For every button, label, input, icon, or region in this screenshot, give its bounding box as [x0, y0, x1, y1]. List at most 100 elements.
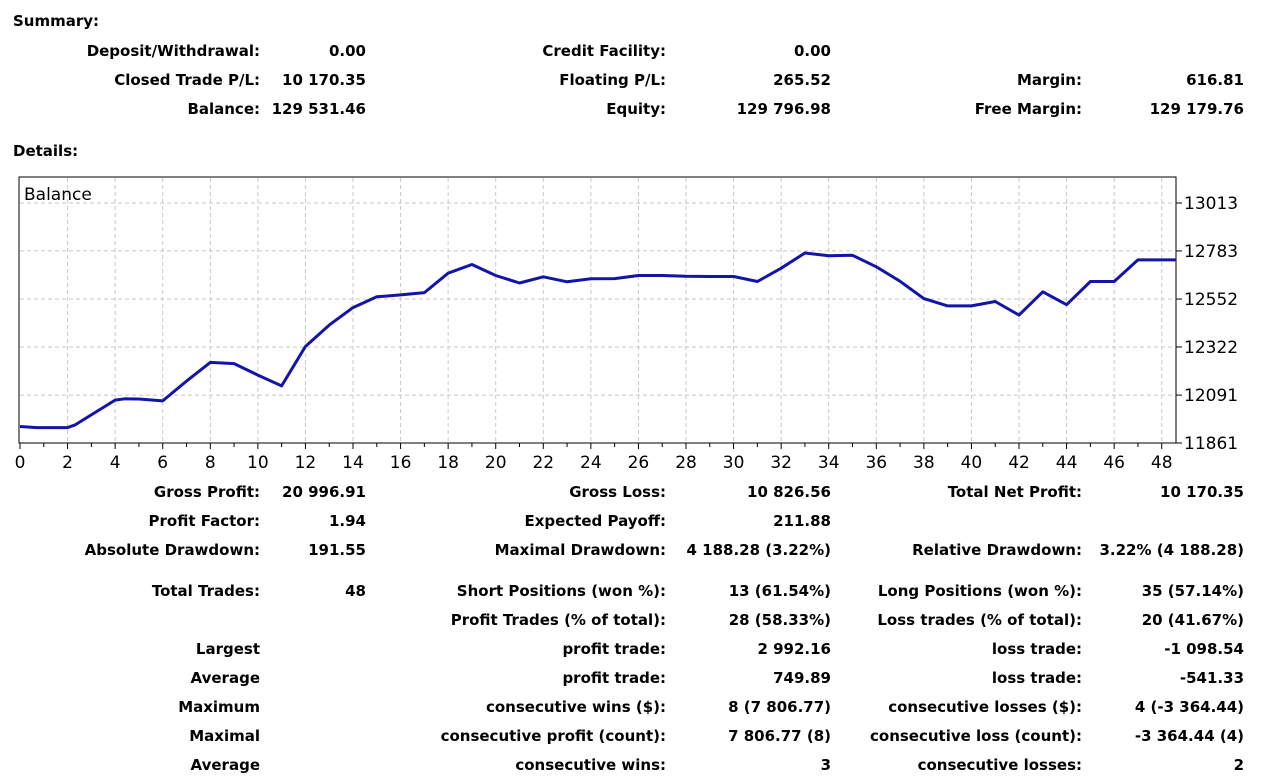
x-tick-label: 38: [913, 453, 935, 473]
average-consecutive-wins-label: consecutive wins:: [515, 756, 666, 774]
x-tick-label: 40: [961, 453, 983, 473]
largest-profit-trade-value: 2 992.16: [757, 640, 831, 658]
y-tick-label: 12091: [1184, 386, 1238, 406]
gross-loss-value: 10 826.56: [747, 483, 831, 501]
max-consecutive-losses-value: 4 (-3 364.44): [1135, 698, 1244, 716]
floating-pl-label: Floating P/L:: [559, 71, 666, 89]
balance-value: 129 531.46: [272, 100, 366, 118]
long-positions-value: 35 (57.14%): [1142, 582, 1244, 600]
largest-label: Largest: [196, 640, 260, 658]
floating-pl-value: 265.52: [773, 71, 831, 89]
maximal-label: Maximal: [189, 727, 260, 745]
x-tick-label: 8: [205, 453, 216, 473]
deposit-withdrawal-value: 0.00: [329, 42, 366, 60]
average-loss-trade-label: loss trade:: [992, 669, 1082, 687]
max-consecutive-wins-value: 8 (7 806.77): [728, 698, 831, 716]
loss-trades-value: 20 (41.67%): [1142, 611, 1244, 629]
x-tick-label: 4: [110, 453, 121, 473]
chart-grid: [20, 178, 1175, 442]
margin-value: 616.81: [1186, 71, 1244, 89]
largest-loss-trade-value: -1 098.54: [1164, 640, 1244, 658]
profit-factor-value: 1.94: [329, 512, 366, 530]
x-tick-label: 18: [437, 453, 459, 473]
y-tick-label: 12783: [1184, 242, 1238, 262]
maximal-consecutive-profit-value: 7 806.77 (8): [728, 727, 831, 745]
free-margin-label: Free Margin:: [975, 100, 1082, 118]
x-tick-label: 6: [157, 453, 168, 473]
short-positions-value: 13 (61.54%): [729, 582, 831, 600]
gross-profit-value: 20 996.91: [282, 483, 366, 501]
x-tick-label: 2: [62, 453, 73, 473]
x-tick-label: 46: [1103, 453, 1125, 473]
x-tick-label: 34: [818, 453, 840, 473]
long-positions-label: Long Positions (won %):: [878, 582, 1082, 600]
relative-drawdown-label: Relative Drawdown:: [912, 541, 1082, 559]
gross-loss-label: Gross Loss:: [569, 483, 666, 501]
relative-drawdown-value: 3.22% (4 188.28): [1099, 541, 1244, 559]
short-positions-label: Short Positions (won %):: [457, 582, 666, 600]
profit-factor-label: Profit Factor:: [149, 512, 260, 530]
maximal-consecutive-loss-value: -3 364.44 (4): [1135, 727, 1244, 745]
free-margin-value: 129 179.76: [1150, 100, 1244, 118]
average-label: Average: [191, 669, 260, 687]
maximal-consecutive-profit-label: consecutive profit (count):: [441, 727, 666, 745]
absolute-drawdown-label: Absolute Drawdown:: [85, 541, 260, 559]
absolute-drawdown-value: 191.55: [308, 541, 366, 559]
profit-trades-label: Profit Trades (% of total):: [451, 611, 666, 629]
maximal-drawdown-label: Maximal Drawdown:: [495, 541, 666, 559]
largest-profit-trade-label: profit trade:: [562, 640, 666, 658]
balance-label: Balance:: [187, 100, 260, 118]
equity-value: 129 796.98: [737, 100, 831, 118]
max-consecutive-losses-label: consecutive losses ($):: [888, 698, 1082, 716]
x-tick-label: 44: [1056, 453, 1078, 473]
expected-payoff-value: 211.88: [773, 512, 831, 530]
max-consecutive-wins-label: consecutive wins ($):: [486, 698, 666, 716]
x-tick-label: 28: [675, 453, 697, 473]
average-consecutive-losses-label: consecutive losses:: [918, 756, 1082, 774]
y-tick-label: 13013: [1184, 194, 1238, 214]
x-tick-label: 30: [723, 453, 745, 473]
average-profit-trade-label: profit trade:: [562, 669, 666, 687]
credit-facility-value: 0.00: [794, 42, 831, 60]
x-tick-label: 10: [247, 453, 269, 473]
x-tick-label: 36: [865, 453, 887, 473]
profit-trades-value: 28 (58.33%): [729, 611, 831, 629]
total-trades-label: Total Trades:: [152, 582, 260, 600]
equity-label: Equity:: [606, 100, 666, 118]
maximal-drawdown-value: 4 188.28 (3.22%): [686, 541, 831, 559]
chart-frame: [19, 177, 1176, 443]
x-tick-label: 12: [295, 453, 317, 473]
deposit-withdrawal-label: Deposit/Withdrawal:: [87, 42, 260, 60]
total-trades-value: 48: [345, 582, 366, 600]
y-tick-label: 12552: [1184, 290, 1238, 310]
average-profit-trade-value: 749.89: [773, 669, 831, 687]
x-tick-label: 24: [580, 453, 602, 473]
expected-payoff-label: Expected Payoff:: [524, 512, 666, 530]
chart-title: Balance: [24, 185, 92, 205]
maximum-label: Maximum: [178, 698, 260, 716]
x-tick-label: 22: [532, 453, 554, 473]
closed-trade-pl-label: Closed Trade P/L:: [114, 71, 260, 89]
details-heading: Details:: [13, 142, 78, 160]
average-consecutive-losses-value: 2: [1234, 756, 1244, 774]
x-tick-label: 0: [15, 453, 26, 473]
loss-trades-label: Loss trades (% of total):: [877, 611, 1082, 629]
chart-axis-labels: 0 2 4 6 8 10 12 14 16 18 20 22 24 26 28 30 32 34 36 38 40 42 4…: [15, 194, 1239, 473]
x-tick-label: 14: [342, 453, 364, 473]
x-tick-label: 32: [770, 453, 792, 473]
x-tick-label: 48: [1151, 453, 1173, 473]
balance-chart: Balance 0 2 4 6 8 10 12 14 16 18 20 22 24 26 28 30 32 34 3…: [0, 168, 1275, 478]
closed-trade-pl-value: 10 170.35: [282, 71, 366, 89]
total-net-profit-value: 10 170.35: [1160, 483, 1244, 501]
average-consecutive-wins-value: 3: [821, 756, 831, 774]
chart-ticks: [20, 203, 1182, 449]
average-loss-trade-value: -541.33: [1180, 669, 1244, 687]
maximal-consecutive-loss-label: consecutive loss (count):: [870, 727, 1082, 745]
average-consecutive-label: Average: [191, 756, 260, 774]
credit-facility-label: Credit Facility:: [542, 42, 666, 60]
summary-heading: Summary:: [13, 12, 99, 30]
margin-label: Margin:: [1017, 71, 1082, 89]
x-tick-label: 42: [1008, 453, 1030, 473]
balance-series-line: [20, 253, 1176, 428]
y-tick-label: 11861: [1184, 434, 1238, 454]
